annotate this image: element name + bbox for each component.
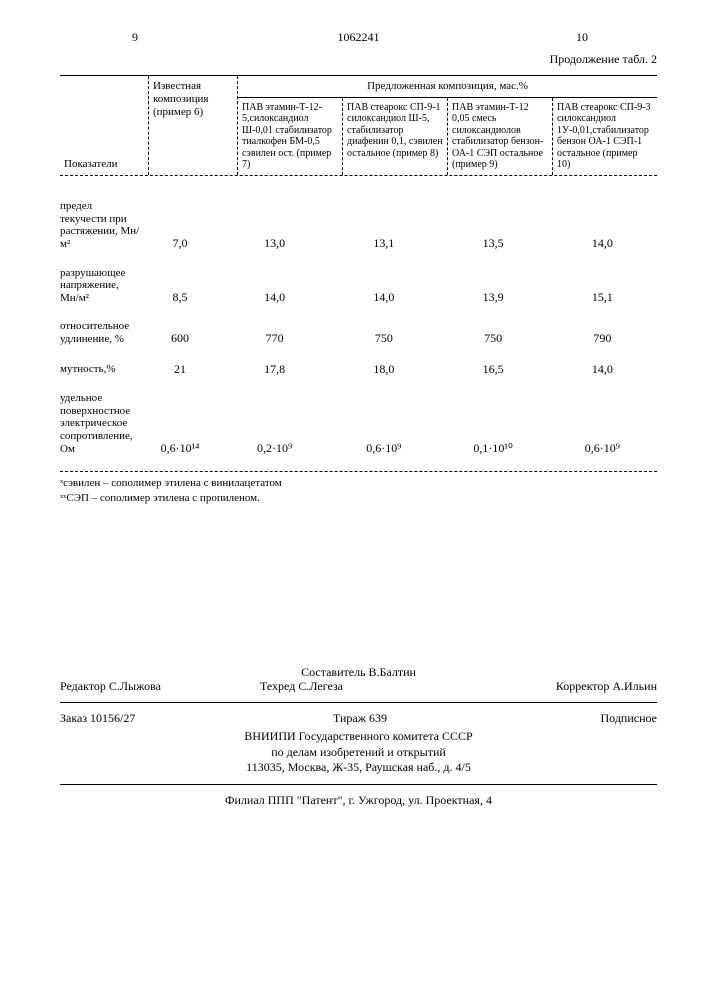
- cell-ex9: 750: [439, 331, 548, 345]
- cell-ex8: 14,0: [329, 290, 438, 304]
- page-left: 9: [60, 30, 210, 44]
- table-row: мутность,% 21 17,8 18,0 16,5 14,0: [60, 362, 657, 376]
- row-label: мутность,%: [60, 363, 140, 376]
- editor: Редактор С.Лыжова: [60, 679, 260, 693]
- order-line: Заказ 10156/27 Тираж 639 Подписное: [60, 711, 657, 725]
- imprint-block: Составитель В.Балтин Редактор С.Лыжова Т…: [60, 665, 657, 807]
- cell-ex7: 13,0: [220, 236, 329, 250]
- tirage: Тираж 639: [260, 711, 460, 725]
- table-row: предел текучести при растяжении, Мн/м² 7…: [60, 200, 657, 251]
- cell-ex7: 0,2·10⁹: [220, 441, 329, 455]
- header-known-title: Известная композиция: [153, 80, 233, 106]
- org-block: ВНИИПИ Государственного комитета СССР по…: [60, 729, 657, 776]
- techred: Техред С.Легеза: [260, 679, 460, 693]
- cell-ex9: 13,9: [439, 290, 548, 304]
- cell-known: 7,0: [140, 236, 220, 250]
- footnote-1: ˣсэвилен – сополимер этилена с винилацет…: [60, 476, 657, 490]
- table-body: предел текучести при растяжении, Мн/м² 7…: [60, 200, 657, 455]
- cell-ex7: 770: [220, 331, 329, 345]
- divider: [60, 702, 657, 703]
- cell-known: 0,6·10¹⁴: [140, 441, 220, 455]
- order: Заказ 10156/27: [60, 711, 260, 725]
- page-right: 10: [507, 30, 657, 44]
- cell-ex8: 13,1: [329, 236, 438, 250]
- cell-ex10: 14,0: [548, 236, 657, 250]
- header-known-sub: (пример 6): [153, 106, 233, 119]
- header-indicators: Показатели: [60, 76, 149, 175]
- cell-ex10: 0,6·10⁹: [548, 441, 657, 455]
- divider: [60, 784, 657, 785]
- header-col-ex9: ПАВ этамин-Т-12 0,05 смесь силоксандиоло…: [448, 98, 553, 175]
- footnote-2: ˣˣСЭП – сополимер этилена с пропиленом.: [60, 491, 657, 505]
- cell-ex9: 0,1·10¹⁰: [439, 441, 548, 455]
- table-row: относительное удлинение, % 600 770 750 7…: [60, 320, 657, 345]
- row-label: удельное поверхностное электрическое соп…: [60, 392, 140, 455]
- filial-line: Филиал ППП "Патент", г. Ужгород, ул. Про…: [60, 793, 657, 807]
- compiler-line: Составитель В.Балтин: [60, 665, 657, 679]
- footnotes: ˣсэвилен – сополимер этилена с винилацет…: [60, 476, 657, 505]
- credits-line: Редактор С.Лыжова Техред С.Легеза Коррек…: [60, 679, 657, 693]
- cell-ex8: 18,0: [329, 362, 438, 376]
- header-known: Известная композиция (пример 6): [149, 76, 238, 175]
- table-bottom-border: [60, 471, 657, 472]
- header-proposed: Предложенная композиция, мас.% ПАВ этами…: [238, 76, 657, 175]
- cell-ex9: 16,5: [439, 362, 548, 376]
- table-continuation: Продолжение табл. 2: [60, 52, 657, 66]
- row-label: предел текучести при растяжении, Мн/м²: [60, 200, 140, 251]
- cell-ex10: 14,0: [548, 362, 657, 376]
- page-numbers: 9 1062241 10: [60, 30, 657, 44]
- cell-ex7: 17,8: [220, 362, 329, 376]
- cell-ex9: 13,5: [439, 236, 548, 250]
- cell-known: 21: [140, 362, 220, 376]
- table-row: разрушающее напряжение, Мн/м² 8,5 14,0 1…: [60, 267, 657, 305]
- table-header: Показатели Известная композиция (пример …: [60, 75, 657, 175]
- row-label: относительное удлинение, %: [60, 320, 140, 345]
- header-col-ex10: ПАВ стеарокс СП-9-3 силоксандиол 1У-0,01…: [553, 98, 657, 175]
- subscr: Подписное: [460, 711, 657, 725]
- row-label: разрушающее напряжение, Мн/м²: [60, 267, 140, 305]
- cell-ex10: 790: [548, 331, 657, 345]
- org-line3: 113035, Москва, Ж-35, Раушская наб., д. …: [60, 760, 657, 776]
- table-row: удельное поверхностное электрическое соп…: [60, 392, 657, 455]
- header-separator: [60, 175, 657, 176]
- cell-known: 600: [140, 331, 220, 345]
- page-center: 1062241: [210, 30, 507, 44]
- cell-ex8: 0,6·10⁹: [329, 441, 438, 455]
- cell-ex7: 14,0: [220, 290, 329, 304]
- cell-ex10: 15,1: [548, 290, 657, 304]
- header-col-ex7: ПАВ этамин-Т-12-5,силоксандиол Ш-0,01 ст…: [238, 98, 343, 175]
- org-line2: по делам изобретений и открытий: [60, 745, 657, 761]
- cell-ex8: 750: [329, 331, 438, 345]
- header-proposed-title: Предложенная композиция, мас.%: [238, 76, 657, 98]
- header-col-ex8: ПАВ стеарокс СП-9-1 силоксандиол Ш-5, ст…: [343, 98, 448, 175]
- org-line1: ВНИИПИ Государственного комитета СССР: [60, 729, 657, 745]
- cell-known: 8,5: [140, 290, 220, 304]
- corrector: Корректор А.Ильин: [460, 679, 657, 693]
